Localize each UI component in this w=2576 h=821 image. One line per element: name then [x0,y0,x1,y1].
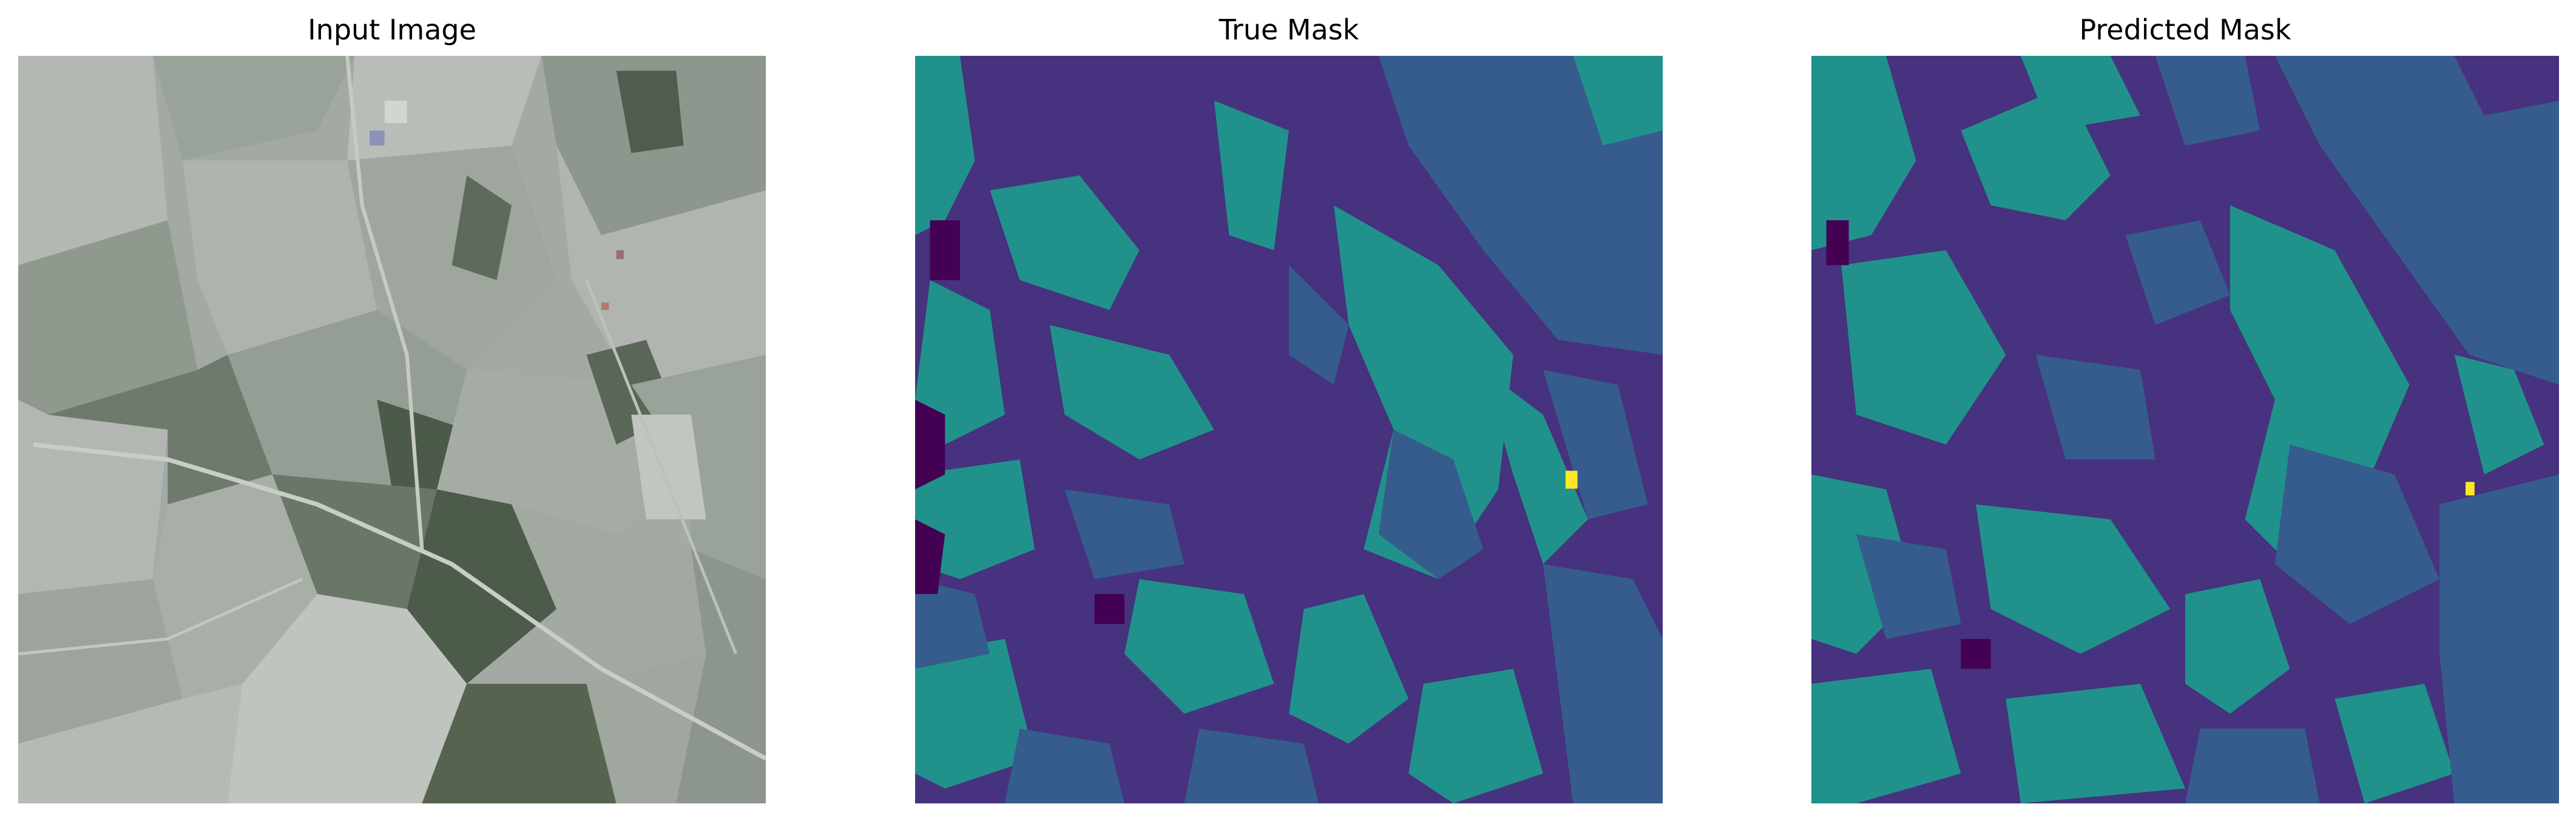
true-mask-image [915,56,1663,803]
panel-title-input: Input Image [308,13,476,46]
panel-title-predicted-mask: Predicted Mask [2079,13,2291,46]
panel-predicted-mask: Predicted Mask [1811,0,2559,807]
panel-input-image: Input Image [18,0,766,807]
predicted-mask-image [1811,56,2559,803]
panel-title-true-mask: True Mask [1219,13,1359,46]
input-image [18,56,766,803]
panel-true-mask: True Mask [915,0,1663,807]
